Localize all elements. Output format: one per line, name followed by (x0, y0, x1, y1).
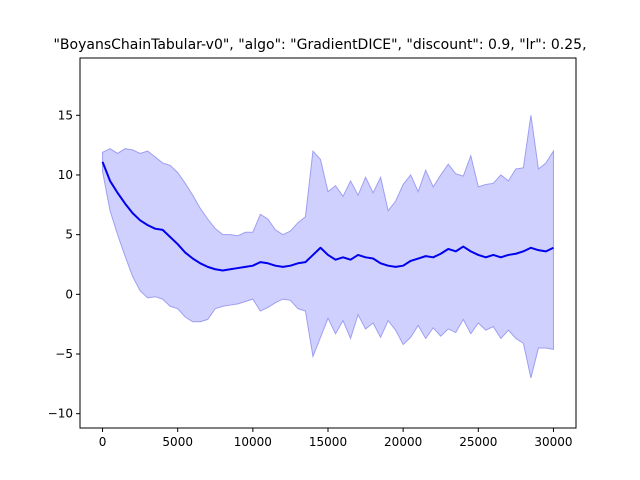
mean-line (101, 161, 554, 272)
y-tick-label: 15 (58, 108, 73, 122)
confidence-band (102, 115, 554, 378)
chart-title: "BoyansChainTabular-v0", "algo": "Gradie… (53, 37, 586, 53)
y-tick-label: −10 (48, 407, 73, 421)
y-tick-label: −5 (55, 347, 73, 361)
x-tick-label: 20000 (384, 435, 422, 449)
x-tick-label: 25000 (459, 435, 497, 449)
y-tick-label: 10 (58, 168, 73, 182)
x-axis: 0 5000 10000 15000 20000 25000 30000 (99, 428, 573, 449)
y-tick-label: 5 (65, 228, 73, 242)
plot-area (101, 115, 554, 378)
y-axis: −10 −5 0 5 10 15 (48, 108, 80, 421)
x-tick-label: 10000 (234, 435, 272, 449)
x-tick-label: 15000 (309, 435, 347, 449)
x-tick-label: 5000 (162, 435, 193, 449)
x-tick-label: 30000 (534, 435, 572, 449)
x-tick-label: 0 (99, 435, 107, 449)
y-tick-label: 0 (65, 287, 73, 301)
